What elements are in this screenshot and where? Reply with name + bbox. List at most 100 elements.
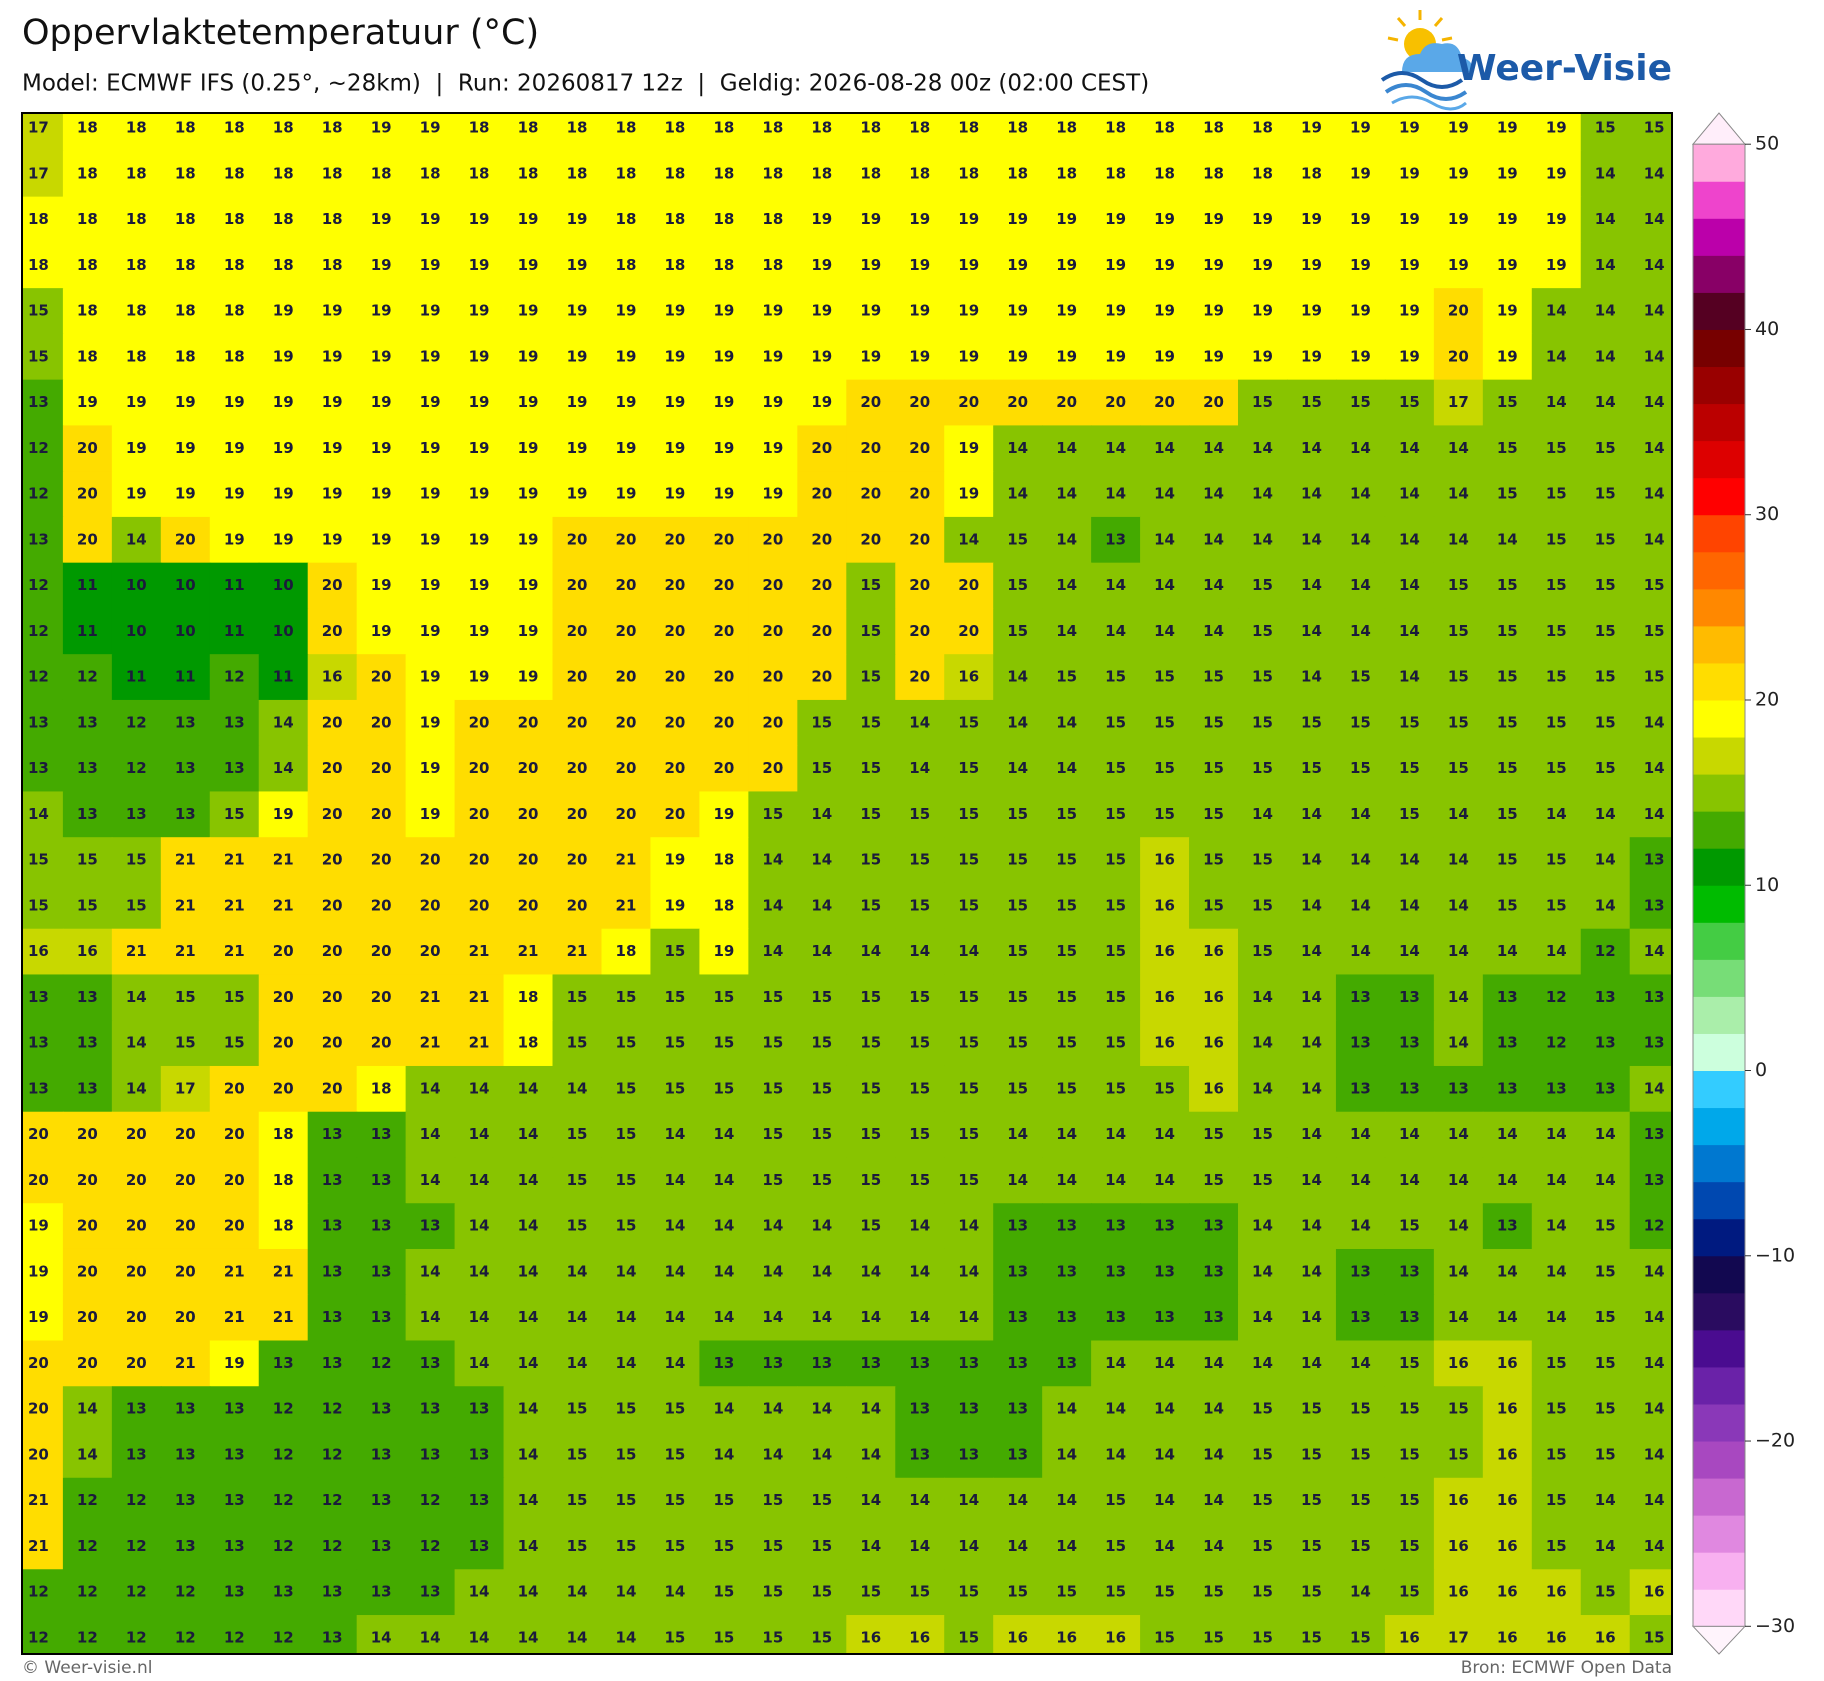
temperature-cell	[1531, 1294, 1582, 1342]
temperature-cell	[503, 1569, 554, 1616]
grid-value: 18	[175, 347, 196, 365]
temperature-cell	[944, 562, 994, 610]
temperature-cell	[1091, 791, 1141, 838]
temperature-cell	[1384, 1020, 1435, 1067]
temperature-cell	[356, 654, 407, 701]
grid-value: 19	[1546, 256, 1567, 274]
grid-value: 20	[567, 759, 588, 777]
temperature-cell	[748, 196, 798, 243]
grid-value: 13	[420, 1445, 441, 1463]
grid-value: 20	[420, 851, 441, 869]
temperature-cell	[1531, 974, 1582, 1021]
grid-value: 20	[77, 1354, 98, 1372]
temperature-cell	[160, 1294, 211, 1342]
grid-value: 15	[1203, 1171, 1224, 1189]
temperature-cell	[1335, 1111, 1386, 1159]
temperature-cell	[1629, 425, 1672, 472]
grid-value: 10	[175, 576, 196, 594]
temperature-cell	[503, 333, 554, 381]
grid-value: 15	[616, 1034, 637, 1052]
grid-value: 20	[322, 1079, 343, 1097]
temperature-cell	[1580, 425, 1631, 472]
grid-value: 15	[664, 1034, 685, 1052]
grid-value: 14	[518, 1308, 539, 1326]
grid-value: 18	[713, 210, 734, 228]
temperature-cell	[1238, 1111, 1288, 1159]
grid-value: 19	[420, 668, 441, 686]
grid-value: 18	[175, 210, 196, 228]
temperature-cell	[356, 562, 407, 610]
grid-value: 15	[126, 896, 147, 914]
temperature-cell	[1482, 288, 1533, 335]
temperature-cell	[1433, 699, 1484, 747]
grid-value: 15	[1448, 622, 1469, 640]
grid-value: 19	[567, 439, 588, 457]
grid-value: 14	[1595, 805, 1616, 823]
grid-value: 21	[175, 851, 196, 869]
temperature-cell	[1286, 837, 1337, 884]
temperature-cell	[993, 1111, 1043, 1159]
temperature-cell	[699, 333, 749, 381]
grid-value: 14	[1252, 530, 1273, 548]
temperature-cell	[62, 974, 113, 1021]
grid-value: 13	[224, 1491, 245, 1509]
temperature-cell	[895, 1294, 945, 1342]
grid-value: 20	[175, 1262, 196, 1280]
grid-value: 14	[811, 942, 832, 960]
grid-value: 20	[958, 393, 979, 411]
temperature-cell	[209, 562, 260, 610]
grid-value: 18	[322, 256, 343, 274]
temperature-cell	[1286, 516, 1337, 564]
temperature-cell	[356, 1569, 407, 1616]
temperature-cell	[650, 1065, 701, 1113]
temperature-cell	[552, 1248, 603, 1296]
temperature-cell	[1140, 1432, 1190, 1479]
grid-value: 13	[1007, 1217, 1028, 1235]
grid-value: 20	[567, 668, 588, 686]
temperature-cell	[846, 150, 896, 198]
temperature-cell	[454, 1615, 505, 1654]
grid-value: 13	[1595, 1034, 1616, 1052]
temperature-cell	[1091, 837, 1141, 884]
temperature-cell	[699, 928, 749, 976]
grid-value: 15	[1007, 1079, 1028, 1097]
grid-value: 15	[1448, 713, 1469, 731]
grid-value: 15	[567, 1537, 588, 1555]
temperature-cell	[405, 288, 456, 335]
temperature-cell	[1042, 882, 1092, 930]
grid-value: 13	[1497, 988, 1518, 1006]
grid-value: 15	[1399, 1354, 1420, 1372]
grid-value: 18	[762, 210, 783, 228]
temperature-cell	[1140, 1523, 1190, 1570]
temperature-cell	[1629, 837, 1672, 884]
grid-value: 14	[1154, 1171, 1175, 1189]
grid-value: 18	[371, 164, 392, 182]
temperature-cell	[846, 1065, 896, 1113]
grid-value: 14	[1007, 485, 1028, 503]
colorbar-swatch	[1693, 1181, 1745, 1220]
temperature-cell	[601, 150, 652, 198]
temperature-cell	[405, 379, 456, 427]
temperature-cell	[699, 150, 749, 198]
grid-value: 14	[1350, 439, 1371, 457]
temperature-cell	[1189, 699, 1239, 747]
temperature-cell	[22, 333, 64, 381]
grid-value: 19	[371, 119, 392, 137]
temperature-cell	[454, 1523, 505, 1570]
grid-value: 13	[273, 1583, 294, 1601]
temperature-cell	[209, 113, 260, 152]
temperature-cell	[601, 471, 652, 518]
grid-value: 18	[273, 1125, 294, 1143]
temperature-cell	[454, 699, 505, 747]
grid-value: 12	[28, 1583, 49, 1601]
grid-value: 15	[811, 1079, 832, 1097]
grid-value: 15	[1056, 896, 1077, 914]
temperature-cell	[846, 1157, 896, 1204]
grid-value: 20	[616, 805, 637, 823]
grid-value: 15	[616, 1445, 637, 1463]
grid-value: 13	[1644, 851, 1665, 869]
temperature-cell	[944, 791, 994, 838]
temperature-cell	[307, 745, 358, 793]
grid-value: 14	[1350, 942, 1371, 960]
grid-value: 19	[469, 210, 490, 228]
